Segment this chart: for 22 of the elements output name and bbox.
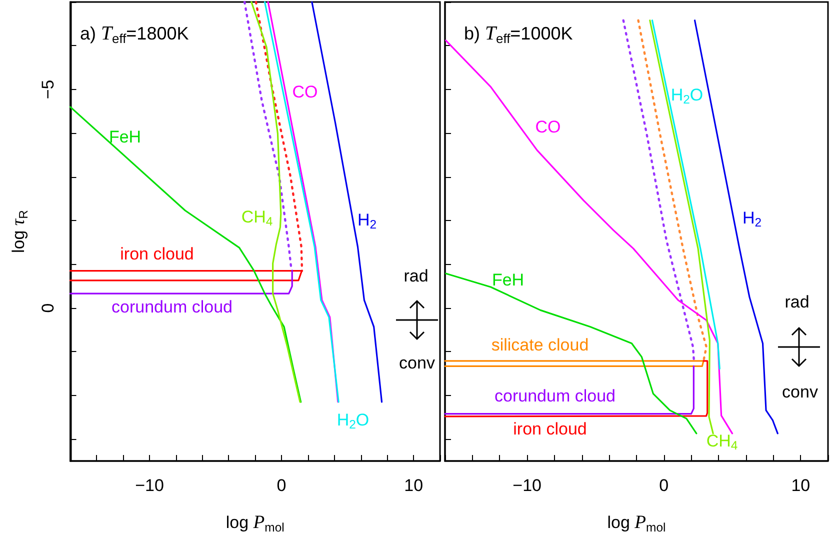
annotation: CO (292, 82, 318, 102)
x-tick-label: 0 (659, 476, 669, 495)
annotation: corundum cloud (494, 386, 616, 406)
line-series (69, 106, 302, 403)
annotation: FeH (108, 128, 142, 146)
y-axis-title: log τR (8, 210, 30, 253)
x-tick-label: −10 (135, 476, 164, 495)
x-tick-label: 10 (791, 476, 810, 495)
annotation: CO (535, 118, 561, 136)
annotation: silicate cloud (491, 336, 589, 354)
annotation: conv (782, 382, 818, 402)
annotation: corundum cloud (112, 298, 232, 316)
annotation: iron cloud (120, 244, 194, 264)
annotation: rad (784, 292, 810, 312)
x-tick-label: −10 (512, 476, 542, 495)
x-tick-label: 10 (404, 476, 424, 495)
annotation: FeH (492, 270, 524, 290)
x-tick-label: 0 (276, 476, 286, 495)
annotation: iron cloud (513, 420, 587, 438)
annotation: conv (399, 354, 436, 372)
y-tick-label: −5 (38, 80, 58, 100)
annotation: rad (404, 266, 428, 286)
